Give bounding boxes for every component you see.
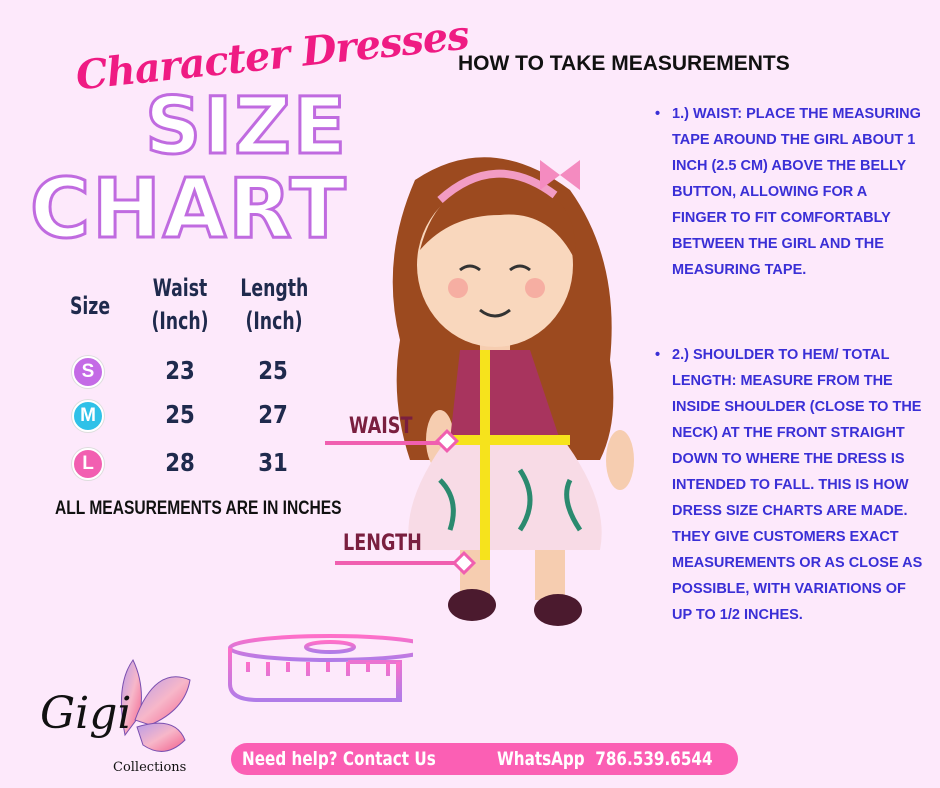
- girl-illustration: [325, 157, 634, 626]
- length-value: 27: [258, 400, 288, 429]
- header-text: Length: [240, 274, 309, 302]
- title-size: SIZE: [143, 81, 349, 174]
- size-badge-s: S: [72, 356, 104, 388]
- header-length: Length (Inch): [240, 272, 309, 338]
- size-badge-m: M: [72, 400, 104, 432]
- header-text: Waist: [152, 274, 208, 302]
- length-label: LENGTH: [343, 531, 422, 556]
- contact-banner[interactable]: Need help? Contact Us WhatsApp 786.539.6…: [231, 743, 738, 775]
- instruction-length: 2.) SHOULDER TO HEM/ TOTAL LENGTH: MEASU…: [655, 342, 925, 628]
- waist-label: WAIST: [349, 414, 413, 439]
- waist-value: 23: [165, 356, 195, 385]
- instruction-list-1: 1.) WAIST: PLACE THE MEASURING TAPE AROU…: [655, 101, 925, 283]
- measuring-tape-icon: [228, 634, 413, 702]
- measurement-note: ALL MEASUREMENTS ARE IN INCHES: [55, 498, 342, 519]
- waist-value: 28: [165, 448, 195, 477]
- butterfly-icon: [120, 659, 191, 752]
- header-unit: (Inch): [151, 307, 209, 335]
- length-value: 25: [258, 356, 288, 385]
- contact-help-link[interactable]: Need help? Contact Us: [242, 748, 436, 770]
- title-chart: CHART: [29, 161, 348, 259]
- instruction-list-2: 2.) SHOULDER TO HEM/ TOTAL LENGTH: MEASU…: [655, 342, 925, 628]
- header-waist: Waist (Inch): [148, 272, 212, 338]
- instruction-waist: 1.) WAIST: PLACE THE MEASURING TAPE AROU…: [655, 101, 925, 283]
- header-text: Size: [69, 292, 111, 320]
- size-badge-l: L: [72, 448, 104, 480]
- waist-value: 25: [165, 400, 195, 429]
- whatsapp-link[interactable]: WhatsApp 786.539.6544: [497, 748, 713, 770]
- logo-name: Gigi: [40, 688, 132, 739]
- header-unit: (Inch): [245, 307, 303, 335]
- header-size: Size: [58, 290, 122, 323]
- length-value: 31: [258, 448, 288, 477]
- logo-sub: Collections: [113, 760, 187, 775]
- instructions-heading: HOW TO TAKE MEASUREMENTS: [458, 52, 790, 75]
